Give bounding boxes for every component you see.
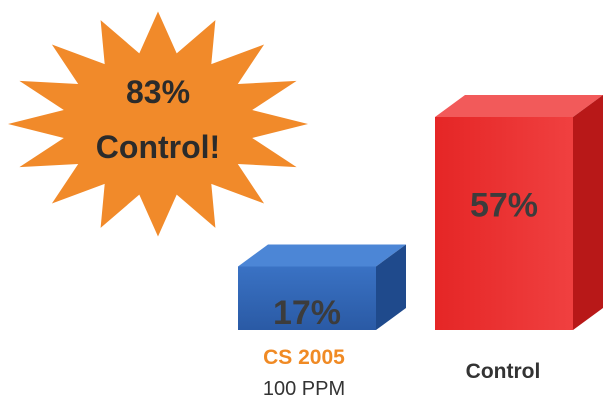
bar-control-top [435, 95, 603, 117]
starburst-callout: 83% Control! [8, 11, 308, 237]
callout-percent: 83% [126, 74, 190, 110]
bar-control-front [435, 117, 573, 330]
category-sublabel-cs2005: 100 PPM [263, 378, 345, 400]
bar-control-value-label: 57% [470, 186, 538, 224]
bar-cs2005-value-label: 17% [273, 294, 341, 332]
bar-cs2005-top [238, 244, 406, 267]
bar-cs2005-front [238, 266, 376, 330]
bar-cs2005-side [376, 244, 406, 330]
starburst-shape [8, 11, 308, 237]
category-label-control: Control [466, 360, 541, 383]
callout-label: Control! [96, 129, 220, 165]
category-label-cs2005: CS 2005 [263, 346, 345, 369]
bars-group: 17% 57% [238, 95, 603, 332]
bar-control-side [573, 95, 603, 330]
